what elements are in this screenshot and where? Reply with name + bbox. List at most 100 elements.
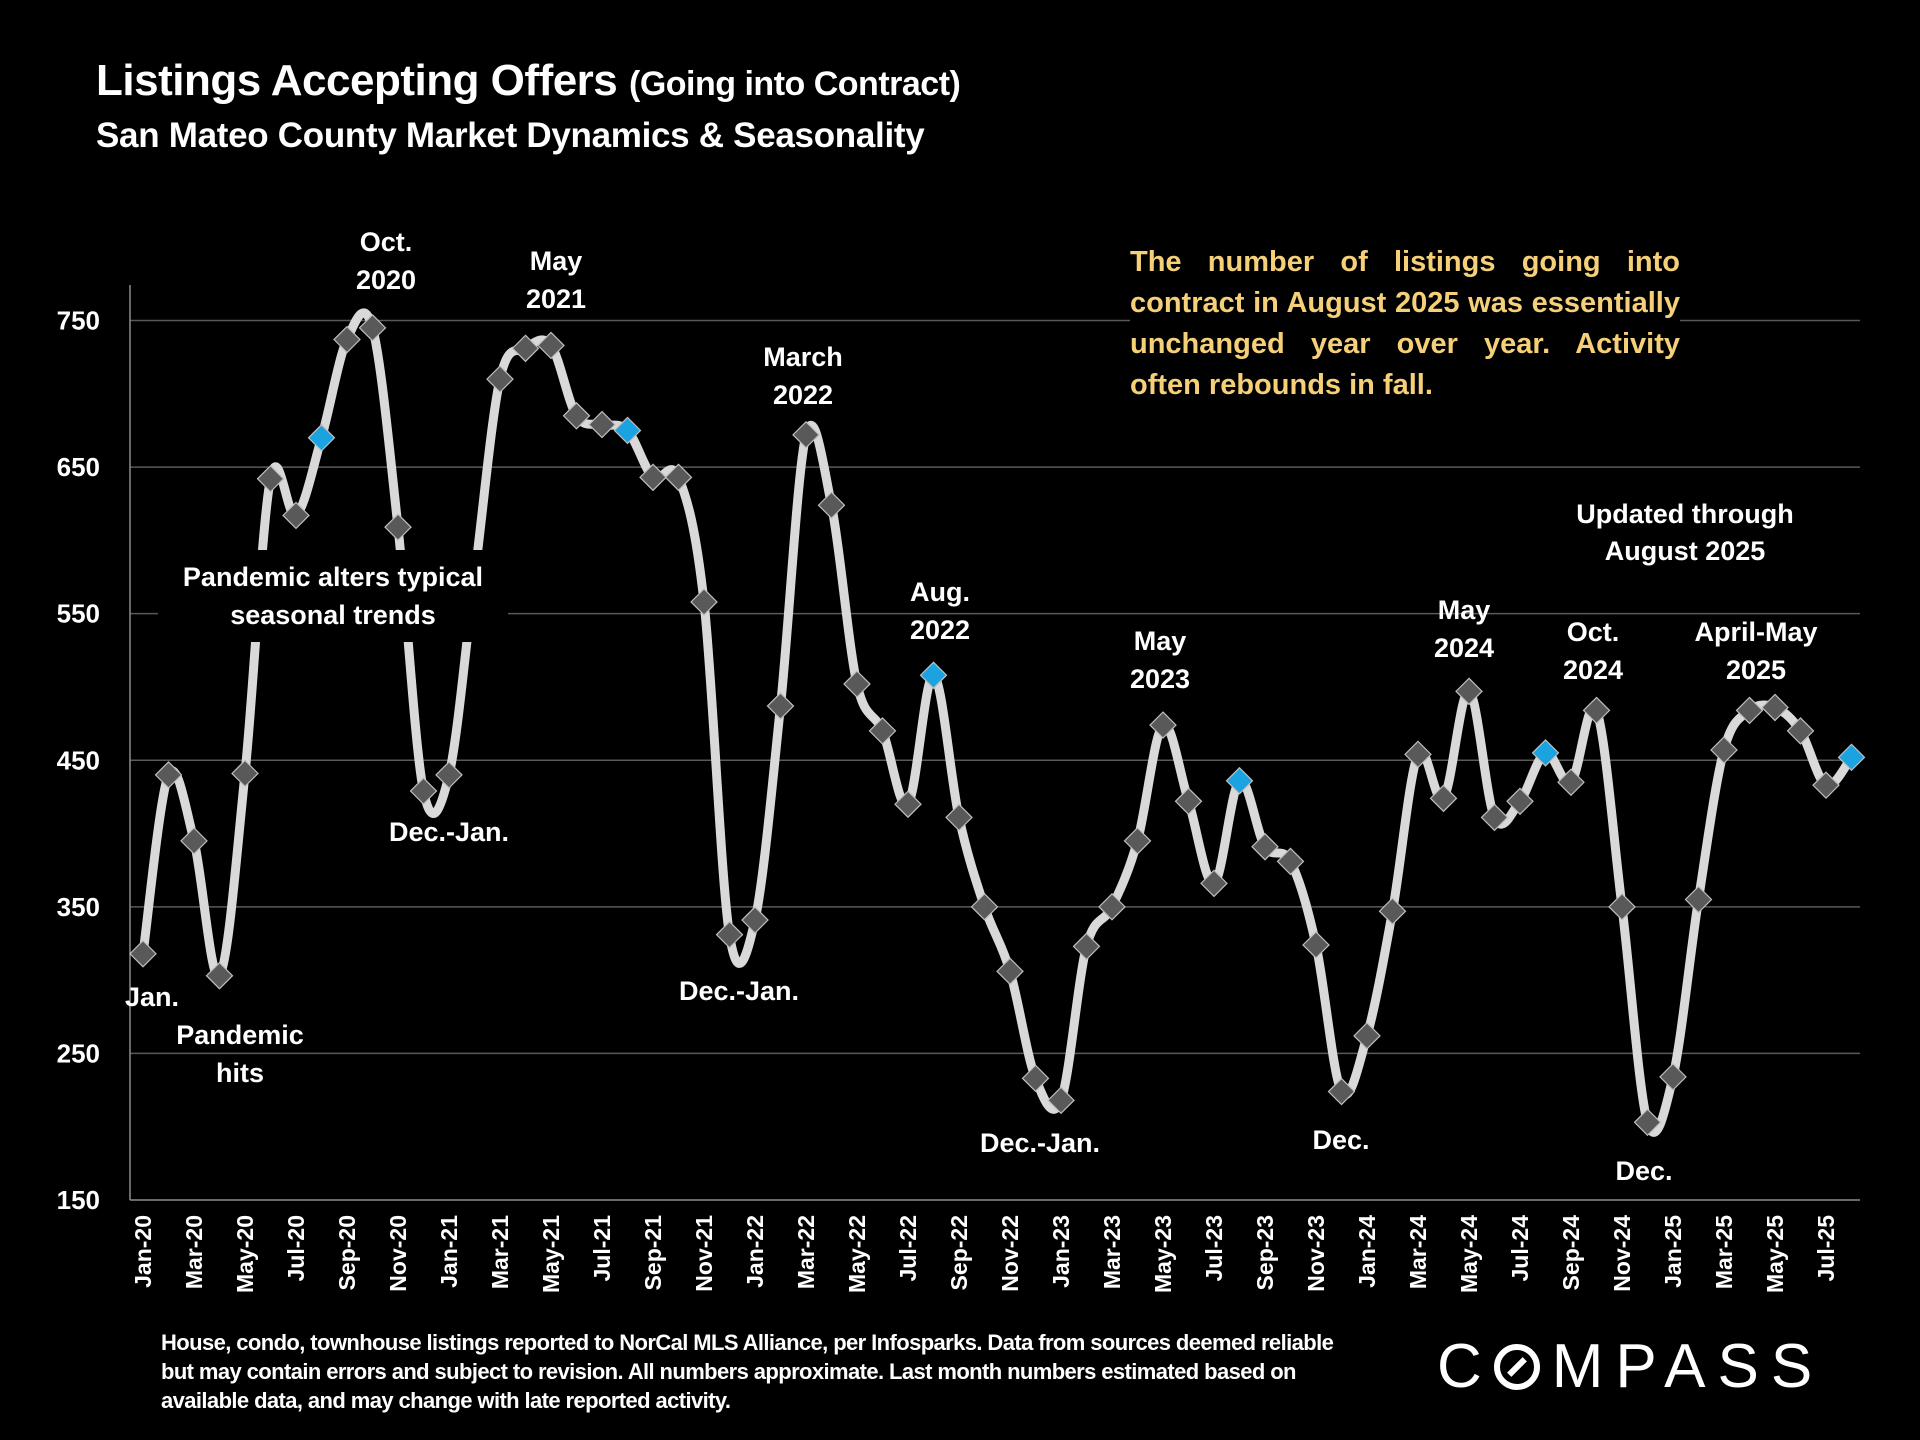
annotation-label: Pandemic hits — [176, 1020, 304, 1088]
data-point — [1149, 711, 1177, 739]
data-point — [282, 501, 310, 530]
data-point — [1557, 768, 1585, 797]
data-point — [894, 790, 922, 819]
y-tick-label: 350 — [57, 892, 100, 922]
x-tick-label: Sep-22 — [946, 1215, 972, 1290]
data-point — [970, 892, 999, 921]
data-point-highlight — [307, 423, 336, 452]
annotation-line: Dec.-Jan. — [679, 976, 799, 1006]
data-point — [996, 957, 1024, 986]
data-point — [1684, 885, 1713, 914]
x-tick-label: Nov-20 — [385, 1215, 411, 1292]
annotation-label: Jan. — [125, 982, 179, 1012]
x-tick-label: Jul-23 — [1201, 1215, 1227, 1281]
y-tick-label: 550 — [57, 599, 100, 629]
data-point — [1582, 696, 1611, 725]
x-tick-label: May-21 — [538, 1215, 564, 1293]
annotation-line: Dec.-Jan. — [389, 817, 509, 847]
x-tick-label: Jan-25 — [1660, 1215, 1686, 1288]
x-tick-label: Jul-22 — [895, 1215, 921, 1281]
data-point — [1276, 847, 1305, 876]
annotation-line: Pandemic — [176, 1020, 304, 1050]
annotation-label: Dec.-Jan. — [980, 1128, 1100, 1158]
data-point — [1608, 892, 1636, 921]
annotation-line: March — [763, 342, 843, 372]
y-tick-label: 750 — [57, 306, 100, 336]
annotation-boxes — [158, 550, 508, 642]
annotation-label: May 2021 — [526, 246, 586, 314]
data-point-highlight — [1225, 766, 1254, 795]
data-point — [205, 961, 234, 990]
annotation-label: Aug. 2022 — [910, 577, 970, 645]
annotation-label: April-May 2025 — [1694, 617, 1817, 685]
data-point — [1123, 827, 1152, 855]
annotation-line: Oct. — [1567, 617, 1620, 647]
annotation-label: Oct. 2024 — [1563, 617, 1623, 685]
data-point — [537, 331, 565, 360]
data-point-highlight — [1531, 739, 1560, 767]
title-parenthetical: (Going into Contract) — [629, 65, 961, 103]
x-tick-label: Mar-24 — [1405, 1215, 1431, 1289]
data-point — [384, 513, 412, 542]
data-point — [690, 588, 718, 616]
footnote: House, condo, townhouse listings reporte… — [161, 1330, 1334, 1413]
y-tick-label: 150 — [57, 1185, 100, 1215]
annotation-line: seasonal trends — [230, 600, 436, 630]
data-point — [1174, 787, 1203, 816]
summary-note: The number of listings going into contra… — [1130, 238, 1680, 410]
x-tick-label: Mar-20 — [181, 1215, 207, 1289]
logo-c: C — [1437, 1332, 1494, 1401]
chart-title: Listings Accepting Offers (Going into Co… — [96, 56, 961, 106]
x-tick-label: May-25 — [1762, 1215, 1788, 1293]
data-point — [231, 759, 259, 788]
x-tick-label: Jul-21 — [589, 1215, 615, 1282]
data-point — [1353, 1021, 1381, 1050]
annotation-label: Oct. 2020 — [356, 227, 416, 295]
annotation-line: Dec. — [1615, 1156, 1672, 1186]
annotation-label: Dec.-Jan. — [679, 976, 799, 1006]
x-tick-label: Sep-23 — [1252, 1215, 1278, 1290]
data-point — [715, 920, 744, 949]
annotation-background — [158, 550, 508, 642]
annotation-label: March 2022 — [763, 342, 843, 410]
annotation-line: April-May — [1694, 617, 1817, 647]
data-point — [741, 906, 769, 934]
y-tick-label: 650 — [57, 452, 100, 482]
data-point — [562, 401, 591, 430]
data-point — [1812, 771, 1840, 800]
x-tick-label: Jan-24 — [1354, 1215, 1380, 1288]
data-point — [1072, 932, 1101, 961]
annotation-line: Jan. — [125, 982, 179, 1012]
data-point — [180, 827, 208, 855]
data-point — [843, 670, 871, 698]
x-tick-label: Mar-25 — [1711, 1215, 1737, 1289]
annotation-line: Aug. — [910, 577, 970, 607]
annotation-line: 2022 — [773, 380, 833, 410]
data-point — [409, 777, 438, 805]
data-point — [511, 334, 540, 363]
data-point — [639, 463, 667, 492]
annotation-label: Dec. — [1615, 1156, 1672, 1186]
data-point — [1429, 784, 1458, 813]
data-point — [817, 491, 846, 520]
compass-logo: C MPASS — [1437, 1331, 1824, 1402]
x-tick-label: Nov-23 — [1303, 1215, 1329, 1292]
x-tick-label: Jul-25 — [1813, 1215, 1839, 1282]
annotation-line: 2020 — [356, 265, 416, 295]
chart-subtitle: San Mateo County Market Dynamics & Seaso… — [96, 116, 925, 155]
data-point — [1480, 803, 1509, 832]
x-tick-label: May-23 — [1150, 1215, 1176, 1293]
data-point — [1710, 736, 1738, 764]
data-point — [1786, 717, 1815, 745]
axes — [129, 285, 1860, 1201]
data-point — [868, 717, 897, 745]
updated-through-label: Updated through August 2025 — [1530, 496, 1840, 570]
annotation-line: May — [1438, 595, 1491, 625]
updated-line-1: Updated through — [1576, 499, 1794, 529]
data-point — [154, 761, 183, 789]
x-tick-label: Jan-20 — [130, 1215, 156, 1288]
data-point-highlight — [1837, 743, 1866, 772]
x-tick-label: Mar-23 — [1099, 1215, 1125, 1289]
data-point-highlight — [919, 661, 948, 690]
